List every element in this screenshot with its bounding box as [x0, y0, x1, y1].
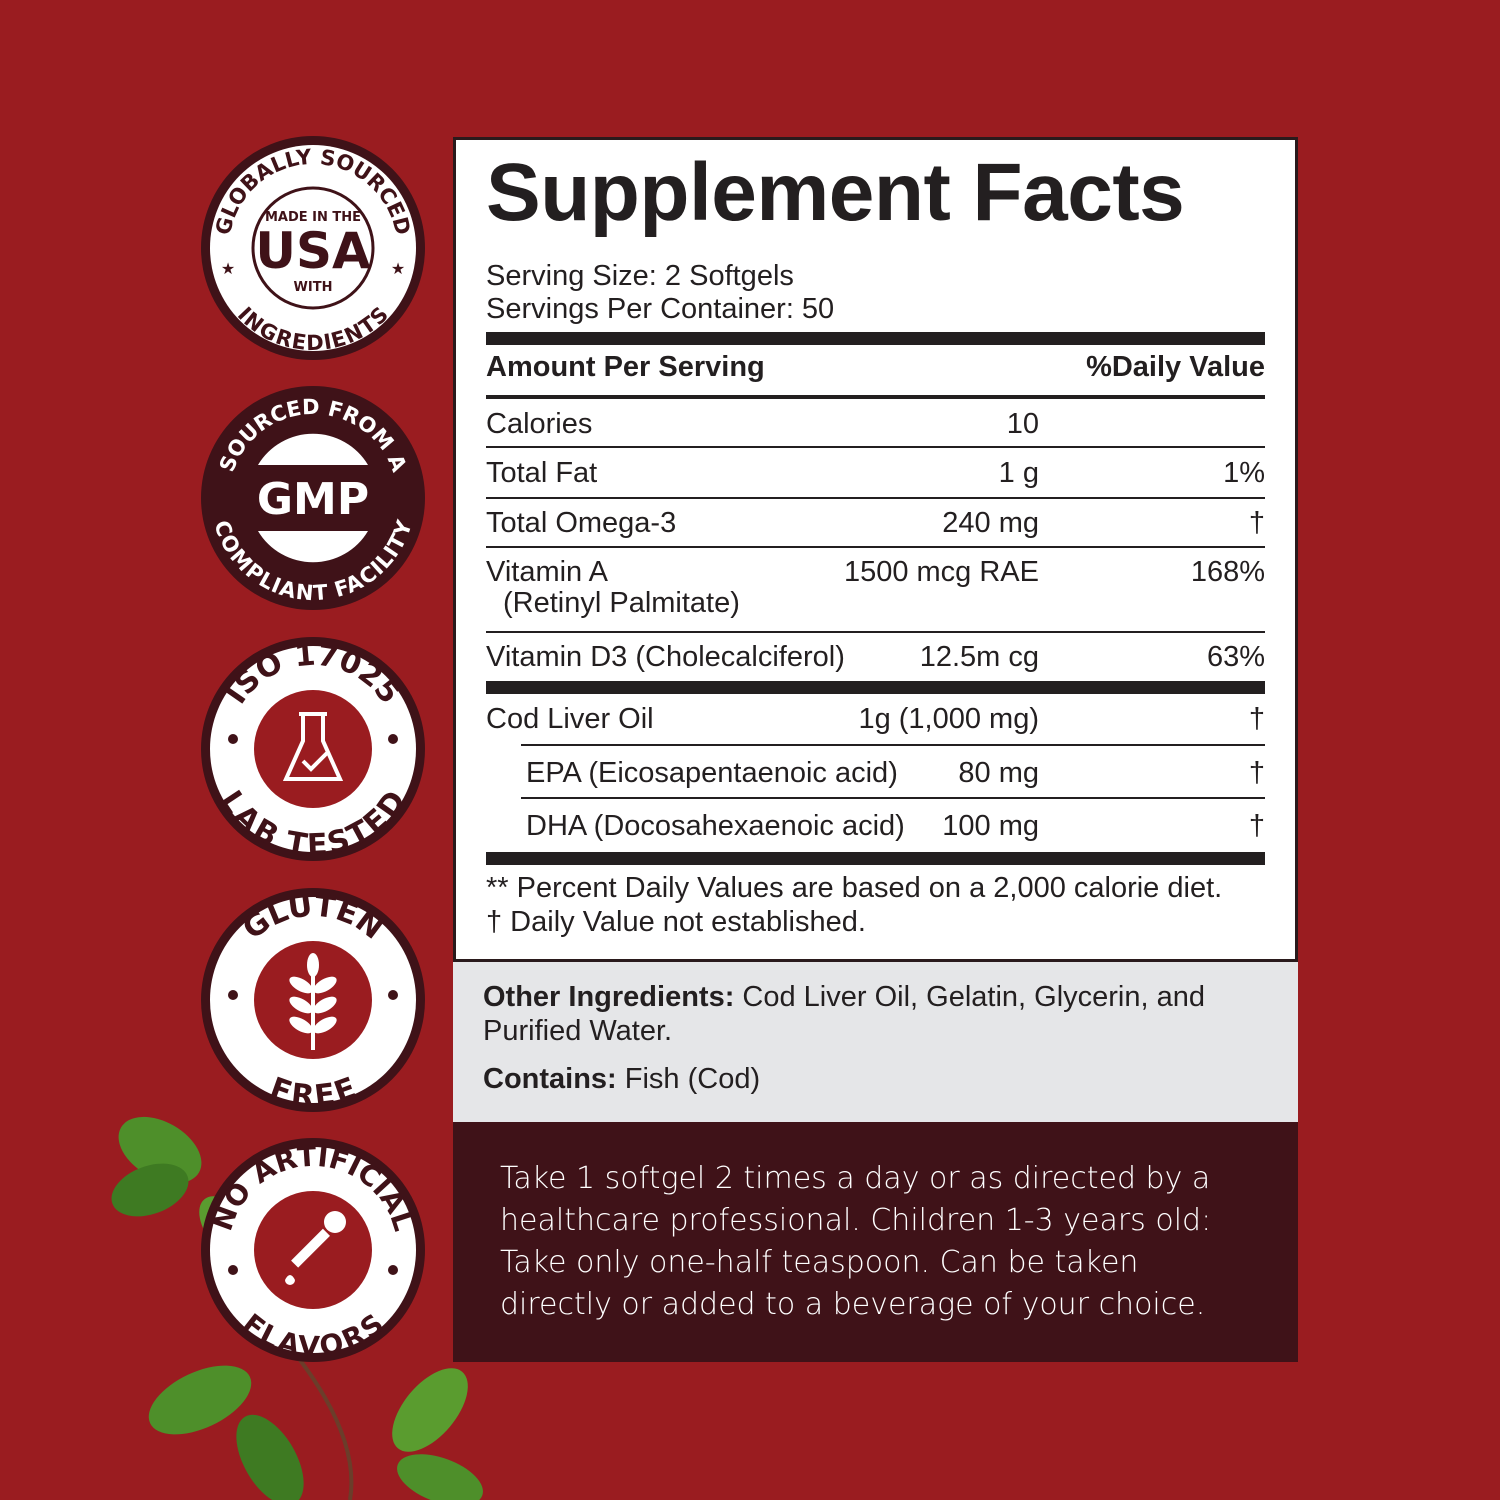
- divider: [486, 546, 1265, 548]
- no-artificial-flavors-badge: NO ARTIFICIAL FLAVORS: [201, 1138, 425, 1363]
- supplement-facts-panel: Supplement Facts Serving Size: 2 Softgel…: [453, 137, 1298, 962]
- directions-panel: Take 1 softgel 2 times a day or as direc…: [453, 1122, 1298, 1362]
- amount-header: Amount Per Serving: [486, 351, 765, 383]
- divider: [521, 744, 1265, 746]
- directions-text: Take 1 softgel 2 times a day or as direc…: [500, 1161, 1212, 1322]
- made-in-usa-badge: GLOBALLY SOURCED INGREDIENTS MADE IN THE…: [201, 136, 425, 360]
- other-ingredients: Other Ingredients: Cod Liver Oil, Gelati…: [483, 981, 1206, 1047]
- footnote-dagger: † Daily Value not established.: [486, 906, 866, 938]
- ingredients-panel: Other Ingredients: Cod Liver Oil, Gelati…: [453, 962, 1298, 1122]
- svg-text:WITH: WITH: [294, 280, 333, 295]
- divider: [486, 631, 1265, 633]
- svg-text:USA: USA: [255, 222, 371, 280]
- facts-title: Supplement Facts: [486, 147, 1185, 238]
- star-icon: ★: [391, 261, 405, 278]
- gluten-free-badge: GLUTEN FREE: [201, 888, 425, 1115]
- iso-lab-tested-badge: ISO 17025 LAB TESTED: [201, 637, 425, 863]
- badges-column: GLOBALLY SOURCED INGREDIENTS MADE IN THE…: [111, 136, 483, 1500]
- divider: [486, 446, 1265, 448]
- servings-per-container: Servings Per Container: 50: [486, 293, 835, 325]
- flask-check-icon: [282, 712, 344, 781]
- wheat-icon: [289, 953, 337, 1050]
- svg-text:MADE IN THE: MADE IN THE: [265, 210, 361, 225]
- dv-header: %Daily Value: [1086, 351, 1265, 383]
- divider: [521, 797, 1265, 799]
- divider: [486, 395, 1265, 399]
- divider: [486, 497, 1265, 499]
- footnote-dv: ** Percent Daily Values are based on a 2…: [486, 872, 1223, 904]
- serving-size: Serving Size: 2 Softgels: [486, 260, 794, 292]
- divider-thick: [486, 852, 1265, 865]
- divider-thick: [486, 332, 1265, 345]
- divider-thick: [486, 681, 1265, 694]
- allergen-contains: Contains: Fish (Cod): [483, 1063, 761, 1095]
- svg-text:GMP: GMP: [257, 474, 369, 525]
- gmp-badge: SOURCED FROM A COMPLIANT FACILITY GMP: [201, 386, 425, 610]
- dropper-icon: [285, 1211, 346, 1285]
- star-icon: ★: [221, 261, 235, 278]
